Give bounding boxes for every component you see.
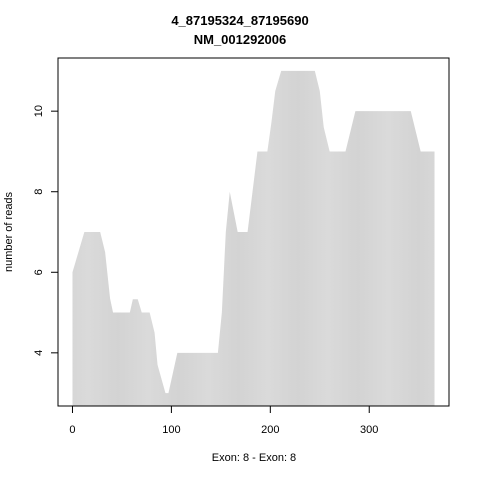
area xyxy=(72,70,435,406)
y-tick-label: 6 xyxy=(33,269,45,275)
x-tick-label: 200 xyxy=(261,424,279,436)
chart-title: 4_87195324_87195690 xyxy=(171,13,308,28)
y-tick-label: 8 xyxy=(33,189,45,195)
y-tick-label: 10 xyxy=(33,105,45,117)
plot-frame xyxy=(57,57,450,407)
y-axis-label: number of reads xyxy=(3,191,15,272)
x-tick-label: 100 xyxy=(162,424,180,436)
x-tick-label: 300 xyxy=(360,424,378,436)
chart-subtitle: NM_001292006 xyxy=(194,32,287,47)
y-tick-label: 4 xyxy=(33,350,45,356)
x-axis-label: Exon: 8 - Exon: 8 xyxy=(212,452,296,464)
x-tick-label: 0 xyxy=(69,424,75,436)
